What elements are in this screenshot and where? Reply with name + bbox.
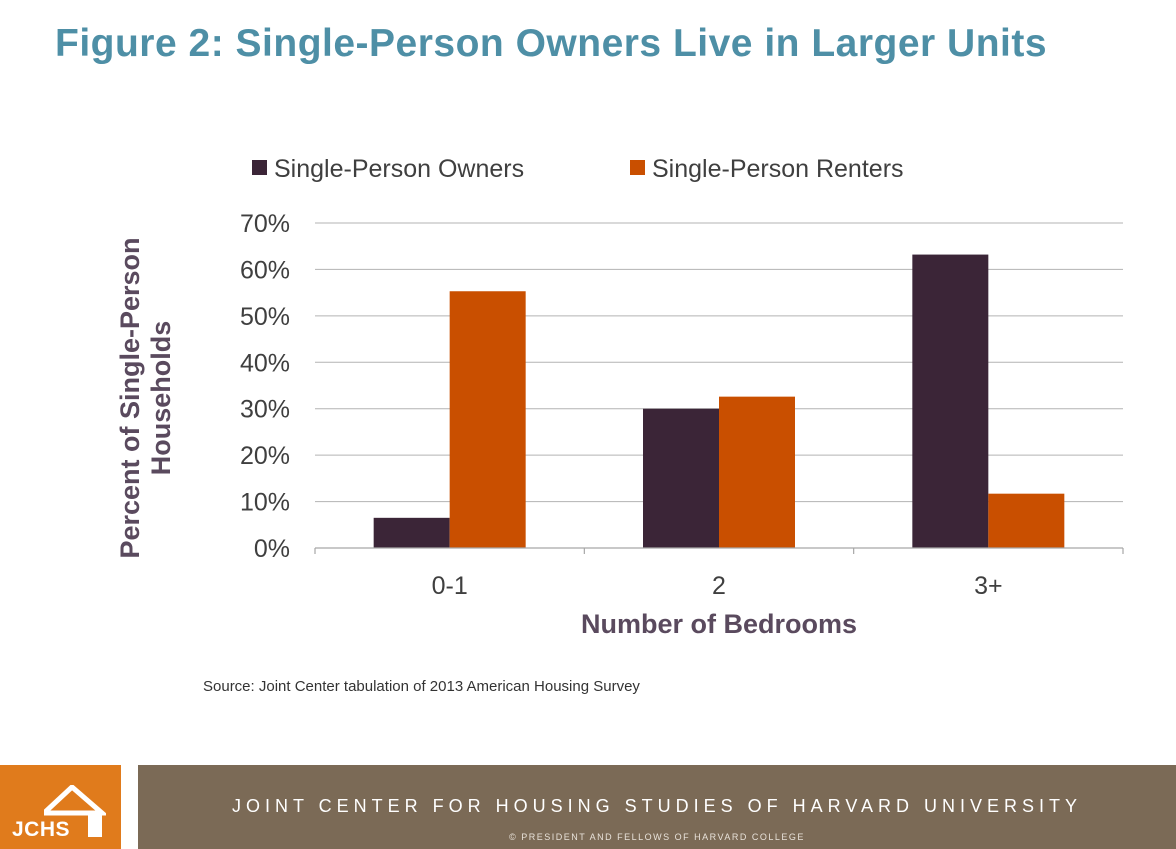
- x-axis-ticks: 0-1 2 3+: [432, 572, 1003, 600]
- slide-title: Figure 2: Single-Person Owners Live in L…: [55, 22, 1048, 65]
- footer-band: JOINT CENTER FOR HOUSING STUDIES OF HARV…: [138, 765, 1176, 849]
- bar-single-person-owners-2: [912, 254, 989, 549]
- y-tick-label: 60%: [240, 256, 290, 284]
- y-axis-title: Percent of Single-PersonHouseholds: [115, 237, 176, 558]
- bar-single-person-renters-0: [449, 291, 526, 548]
- bar-chart: Single-Person Owners Single-Person Renter…: [115, 155, 1124, 639]
- legend-item: Single-Person Owners: [252, 155, 524, 183]
- bar-single-person-renters-2: [988, 493, 1065, 548]
- legend-swatch: [252, 160, 267, 175]
- legend-item: Single-Person Renters: [630, 155, 904, 183]
- house-icon: [44, 785, 106, 837]
- y-tick-label: 50%: [240, 303, 290, 331]
- bar-single-person-owners-0: [373, 517, 450, 548]
- footer-organization: JOINT CENTER FOR HOUSING STUDIES OF HARV…: [231, 796, 1083, 816]
- legend-label: Single-Person Owners: [274, 155, 524, 183]
- jchs-logo: JCHS: [0, 765, 121, 849]
- footer-copyright: © PRESIDENT AND FELLOWS OF HARVARD COLLE…: [509, 832, 805, 842]
- bar-single-person-renters-1: [719, 396, 795, 548]
- y-tick-label: 40%: [240, 349, 290, 377]
- y-tick-label: 0%: [254, 535, 290, 563]
- y-tick-label: 20%: [240, 442, 290, 470]
- y-tick-label: 10%: [240, 489, 290, 517]
- y-tick-label: 30%: [240, 396, 290, 424]
- y-axis-ticks: 0% 10% 20% 30% 40% 50% 60% 70%: [240, 210, 290, 563]
- x-axis-title: Number of Bedrooms: [581, 609, 857, 639]
- bar-single-person-owners-1: [643, 408, 719, 548]
- x-tick-label: 2: [712, 572, 726, 600]
- x-axis: [314, 547, 1124, 554]
- x-tick-label: 0-1: [432, 572, 468, 600]
- y-axis-title-line: Percent of Single-Person: [115, 237, 145, 558]
- x-tick-label: 3+: [974, 572, 1003, 600]
- y-axis-title-line: Households: [146, 321, 176, 476]
- chart-legend: Single-Person Owners Single-Person Renter…: [252, 155, 904, 183]
- y-tick-label: 70%: [240, 210, 290, 238]
- bars: [373, 254, 1065, 549]
- legend-swatch: [630, 160, 645, 175]
- legend-label: Single-Person Renters: [652, 155, 904, 183]
- source-note: Source: Joint Center tabulation of 2013 …: [203, 678, 640, 695]
- logo-text: JCHS: [12, 818, 71, 841]
